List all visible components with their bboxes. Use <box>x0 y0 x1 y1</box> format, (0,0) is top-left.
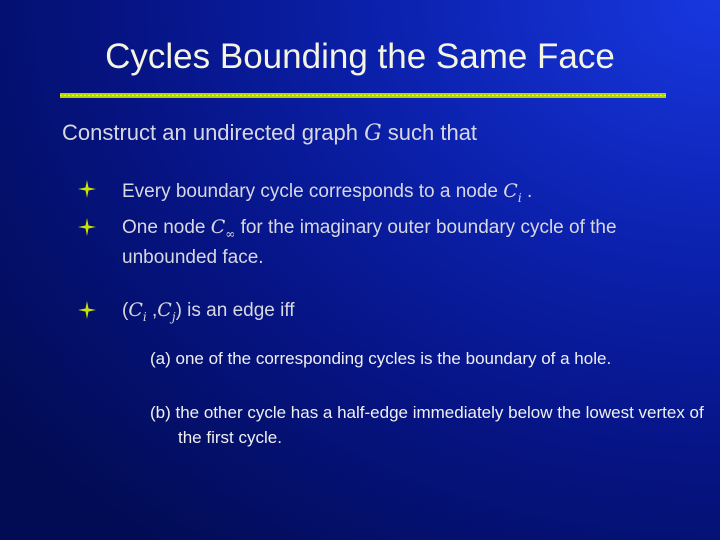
math-symbol: G <box>364 121 382 146</box>
text: ( <box>122 300 129 321</box>
slide-title: Cycles Bounding the Same Face <box>105 37 615 76</box>
bullet-icon <box>78 218 96 236</box>
intro: Construct an undirected graph G such tha… <box>62 120 477 146</box>
text: . <box>521 181 533 202</box>
text: for the imaginary outer boundary cycle o… <box>122 217 617 268</box>
math-symbol: C <box>503 180 518 202</box>
math: Ci <box>128 299 147 324</box>
math-symbol: C <box>128 299 143 321</box>
bullet: Every boundary cycle corresponds to a no… <box>122 180 662 210</box>
text: such that <box>381 120 478 145</box>
text: Every boundary cycle corresponds to a no… <box>122 181 504 202</box>
title-underline <box>60 93 666 98</box>
math-subscript: i <box>142 309 147 324</box>
text: One node <box>122 217 211 238</box>
math-symbol: C <box>210 216 226 238</box>
text: ) <box>175 300 182 321</box>
math: Ci <box>503 180 522 205</box>
math-subscript: j <box>171 309 176 324</box>
text: , <box>146 300 158 321</box>
bullet: One node C∞ for the imaginary outer boun… <box>122 216 662 269</box>
text: Construct an undirected graph <box>62 120 365 145</box>
math-subscript: ∞ <box>225 226 236 241</box>
math: C∞ <box>210 216 236 241</box>
bullet: (Ci ,Cj) is an edge iff <box>122 299 662 329</box>
sub-item: (a) one of the corresponding cycles is t… <box>150 349 612 368</box>
bullet-icon <box>78 301 96 319</box>
math: Cj <box>157 299 176 324</box>
math-subscript: i <box>517 190 522 205</box>
sub-item: (b) the other cycle has a half-edge imme… <box>150 403 704 447</box>
bullet-icon <box>78 180 96 198</box>
text: is an edge iff <box>181 300 295 321</box>
math-symbol: C <box>157 299 172 321</box>
math: G <box>364 121 382 146</box>
